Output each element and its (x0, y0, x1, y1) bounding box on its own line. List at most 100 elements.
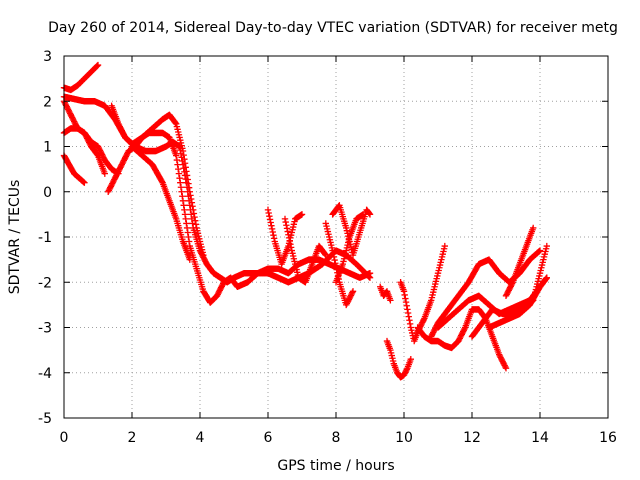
data-point (404, 309, 412, 317)
data-point (181, 160, 189, 167)
data-point (406, 320, 414, 328)
data-point (502, 365, 510, 372)
y-axis-label: SDTVAR / TECUs (7, 180, 23, 295)
data-point (403, 302, 410, 309)
data-series (332, 211, 367, 286)
data-point (330, 253, 338, 261)
data-point (182, 215, 189, 223)
data-point (267, 219, 274, 226)
data-point (536, 247, 544, 254)
x-tick-label: 6 (264, 430, 273, 446)
data-point (265, 209, 272, 217)
data-point (183, 172, 191, 179)
data-point (287, 241, 294, 248)
data-point (187, 192, 194, 199)
data-series (60, 61, 102, 94)
x-tick-label: 4 (196, 430, 205, 446)
data-point (190, 210, 198, 217)
data-point (349, 289, 356, 296)
data-series (128, 143, 193, 263)
data-point (282, 218, 289, 226)
data-point (180, 151, 187, 159)
x-tick-label: 14 (531, 430, 549, 446)
data-series (397, 242, 448, 345)
data-point (402, 295, 409, 302)
data-point (404, 306, 411, 313)
data-point (191, 213, 198, 221)
data-series (468, 242, 550, 340)
data-series (414, 306, 510, 372)
data-point (185, 184, 193, 191)
data-point (158, 178, 166, 185)
data-point (187, 195, 195, 203)
data-point (502, 363, 509, 371)
data-point (93, 63, 100, 70)
data-point (461, 325, 468, 333)
data-point (270, 231, 277, 239)
data-point (543, 274, 550, 281)
x-axis-label: GPS time / hours (277, 458, 394, 474)
data-series (105, 129, 374, 306)
grid (64, 56, 608, 418)
data-point (285, 231, 292, 238)
y-tick-label: 0 (43, 185, 52, 201)
data-point (94, 61, 102, 69)
data-point (183, 224, 191, 232)
x-tick-label: 0 (60, 430, 69, 446)
y-tick-label: -4 (38, 366, 52, 382)
data-point (185, 233, 192, 241)
data-point (179, 147, 187, 155)
data-point (192, 217, 199, 224)
data-point (177, 179, 184, 186)
x-tick-label: 8 (332, 430, 341, 446)
data-series (60, 152, 88, 186)
data-point (543, 242, 550, 250)
data-point (101, 170, 108, 177)
data-point (264, 206, 272, 214)
data-point (189, 203, 196, 210)
data-point (172, 119, 179, 127)
data-point (508, 280, 516, 287)
data-point (284, 228, 291, 235)
data-point (287, 244, 295, 251)
data-point (286, 237, 293, 245)
data-point (185, 238, 193, 245)
y-tick-label: 3 (43, 49, 52, 65)
data-point (402, 298, 410, 306)
data-point (185, 180, 192, 187)
data-series (485, 274, 550, 331)
data-series (502, 224, 537, 300)
data-point (179, 197, 187, 204)
y-tick-label: -2 (38, 275, 52, 291)
data-point (175, 170, 183, 177)
data-point (186, 188, 193, 195)
data-point (173, 156, 181, 164)
data-point (182, 164, 189, 171)
data-points (60, 61, 550, 381)
x-tick-label: 12 (463, 430, 481, 446)
y-tick-label: 1 (43, 140, 52, 156)
data-point (400, 288, 408, 295)
data-point (184, 176, 191, 183)
data-point (200, 251, 207, 259)
data-point (181, 206, 188, 214)
data-point (335, 203, 342, 210)
chart-title: Day 260 of 2014, Sidereal Day-to-day VTE… (48, 20, 618, 36)
data-point (366, 210, 373, 217)
data-point (387, 297, 394, 304)
data-point (183, 220, 190, 227)
data-point (177, 184, 185, 191)
data-point (268, 222, 275, 229)
data-point (181, 211, 189, 218)
x-tick-label: 10 (395, 430, 413, 446)
data-point (281, 215, 289, 223)
data-point (174, 161, 181, 168)
data-series (281, 215, 329, 286)
data-point (406, 317, 413, 324)
data-point (321, 250, 329, 258)
data-point (184, 229, 191, 236)
data-point (190, 206, 197, 214)
data-point (329, 247, 336, 254)
data-point (270, 235, 278, 242)
